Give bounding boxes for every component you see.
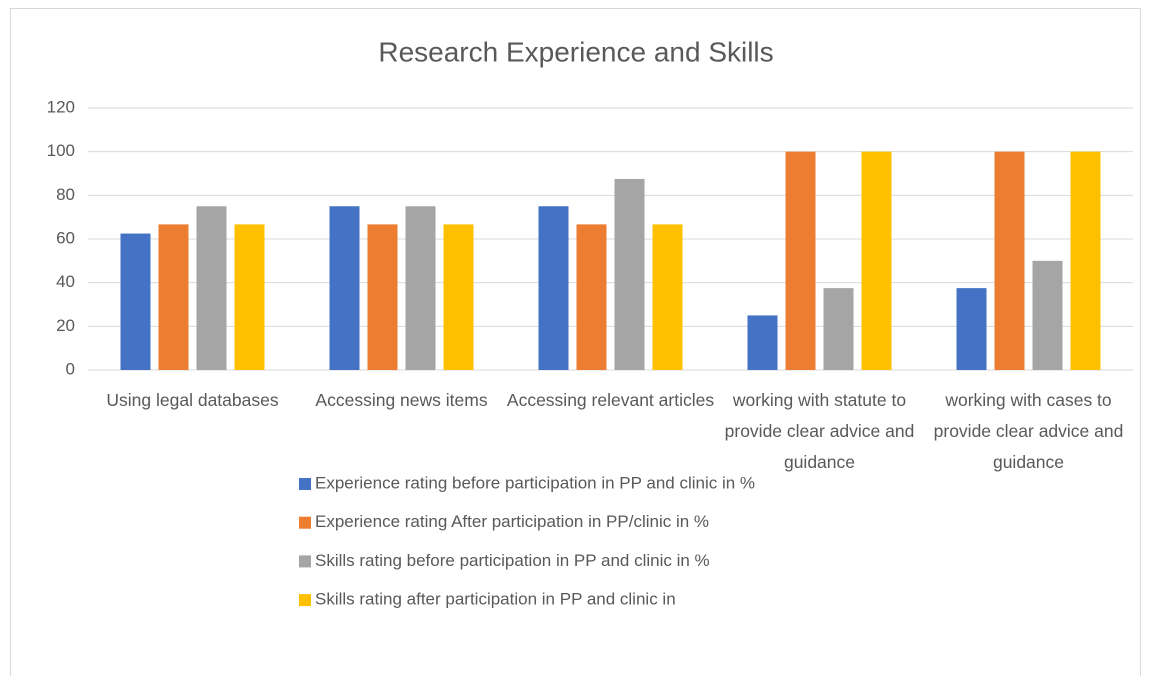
- legend-swatch: [299, 516, 311, 529]
- bar: [861, 151, 892, 370]
- bar: [443, 224, 474, 370]
- x-tick-label: Using legal databases: [106, 390, 279, 410]
- y-tick-label: 20: [56, 316, 75, 335]
- bar: [158, 224, 189, 370]
- legend-swatch: [299, 594, 311, 607]
- x-tick-label: Accessing news items: [315, 390, 488, 410]
- legend-swatch: [299, 478, 311, 490]
- x-tick-label: Accessing relevant articles: [506, 390, 715, 410]
- bar: [1070, 151, 1101, 370]
- y-tick-label: 100: [47, 141, 75, 160]
- bar: [747, 315, 778, 370]
- bar: [538, 206, 569, 370]
- legend-label: Skills rating before participation in PP…: [315, 551, 710, 570]
- legend-label: Skills rating after participation in PP …: [315, 590, 676, 609]
- bar: [576, 224, 607, 370]
- legend-swatch: [299, 555, 311, 568]
- bar: [405, 206, 436, 370]
- bar: [994, 151, 1025, 370]
- bar: [1032, 260, 1063, 370]
- y-tick-label: 60: [56, 228, 75, 247]
- x-tick-label: working with cases to provide clear advi…: [933, 390, 1124, 472]
- y-tick-label: 0: [66, 359, 75, 378]
- y-tick-label: 80: [56, 185, 75, 204]
- bar: [785, 151, 816, 370]
- bar: [234, 224, 265, 370]
- y-tick-label: 120: [47, 97, 75, 116]
- x-tick-label: working with statute to provide clear ad…: [724, 390, 915, 472]
- bar: [614, 178, 645, 370]
- bar: [329, 206, 360, 370]
- legend-label: Experience rating before participation i…: [315, 473, 755, 492]
- y-tick-label: 40: [56, 272, 75, 291]
- bar: [956, 288, 987, 370]
- bar: [120, 233, 151, 370]
- legend-label: Experience rating After participation in…: [315, 512, 709, 531]
- chart-title: Research Experience and Skills: [378, 36, 773, 67]
- bar: [196, 206, 227, 370]
- bar: [367, 224, 398, 370]
- bar: [823, 288, 854, 370]
- bar: [652, 224, 683, 370]
